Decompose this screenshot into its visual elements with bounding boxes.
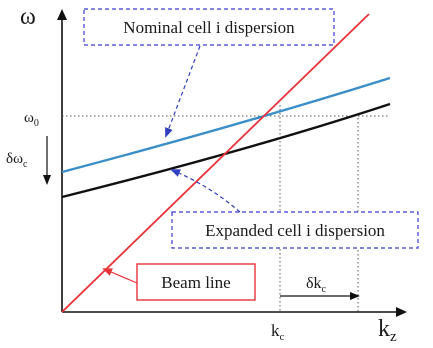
delta-omega-sub: c xyxy=(23,159,28,170)
beam-line-label: Beam line xyxy=(161,273,230,292)
delta-k-sub: c xyxy=(322,284,327,295)
nominal-callout-label: Nominal cell i dispersion xyxy=(123,18,295,37)
expanded-dispersion-curve xyxy=(61,102,391,199)
x-axis-arrowhead xyxy=(396,307,407,317)
beam-line-label-box xyxy=(136,263,256,301)
beam-line xyxy=(61,13,370,313)
delta-omega-label: δωc xyxy=(6,151,28,170)
nominal-callout-box xyxy=(83,8,335,46)
delta-k-main: δk xyxy=(306,275,322,292)
beam-line-pointer xyxy=(102,268,138,284)
nominal-callout-pointer xyxy=(165,45,201,138)
x-axis-symbol: kz xyxy=(378,316,397,345)
delta-omega-main: δω xyxy=(6,151,23,167)
nominal-dispersion-curve xyxy=(61,76,391,174)
delta-k-label: δkc xyxy=(306,275,327,295)
omega0-tick-sub: 0 xyxy=(34,118,39,129)
expanded-callout-label: Expanded cell i dispersion xyxy=(205,221,385,240)
y-axis-arrowhead xyxy=(57,9,67,20)
kc-tick-label: kc xyxy=(271,321,285,343)
x-axis-symbol-main: k xyxy=(378,316,390,342)
expanded-callout-pointer xyxy=(170,169,241,213)
x-axis-symbol-sub: z xyxy=(390,329,397,345)
omega0-tick-main: ω xyxy=(24,110,34,126)
y-axis-symbol: ω xyxy=(20,4,36,30)
omega0-tick-label: ω0 xyxy=(24,110,39,129)
kc-tick-sub: c xyxy=(280,331,285,343)
expanded-callout-box xyxy=(171,211,419,249)
kc-tick-main: k xyxy=(271,321,280,340)
